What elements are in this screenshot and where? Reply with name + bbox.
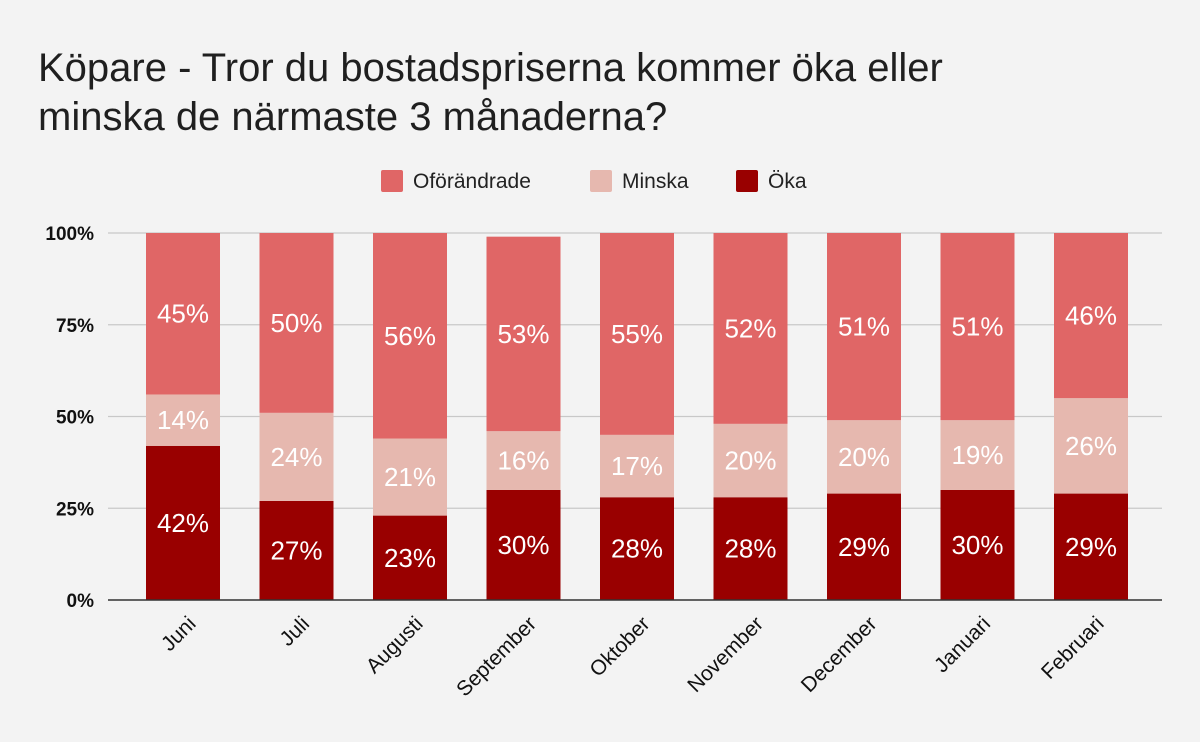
data-label: 50% [270, 308, 322, 338]
bar-segment [373, 515, 447, 600]
data-label: 21% [384, 462, 436, 492]
bar-segment [600, 233, 674, 435]
data-label: 20% [724, 446, 776, 476]
bar-segment [940, 489, 1015, 600]
legend-swatch [590, 170, 612, 192]
data-label: 46% [1065, 301, 1117, 331]
data-label: 28% [611, 534, 663, 564]
data-label: 51% [951, 312, 1003, 342]
bar-segment [1054, 233, 1128, 399]
bar-segment [486, 236, 561, 432]
data-label: 28% [724, 534, 776, 564]
chart-title-line-1: Köpare - Tror du bostadspriserna kommer … [38, 46, 943, 90]
data-label: 52% [724, 313, 776, 343]
data-label: 27% [270, 535, 322, 565]
bar-segment [146, 394, 220, 446]
data-label: 26% [1065, 431, 1117, 461]
y-tick-label: 75% [56, 316, 94, 337]
bar-segment [713, 423, 788, 498]
bar-segment [600, 497, 674, 600]
y-tick-label: 0% [67, 591, 95, 612]
bar-segment [600, 434, 674, 498]
data-label: 30% [951, 530, 1003, 560]
data-label: 19% [951, 440, 1003, 470]
data-label: 17% [611, 451, 663, 481]
y-tick-label: 100% [45, 224, 94, 245]
bar-segment [713, 233, 788, 424]
legend-label: Oförändrade [413, 170, 531, 193]
x-tick-label: November [683, 612, 768, 697]
bar-segment [713, 497, 788, 600]
bar-segment [373, 438, 447, 516]
x-tick-label: Januari [930, 612, 995, 677]
bar-segment [940, 420, 1015, 490]
x-tick-label: Oktober [585, 612, 654, 681]
y-tick-label: 25% [56, 499, 94, 520]
x-tick-label: Februari [1037, 612, 1109, 684]
legend-label: Minska [622, 170, 689, 193]
bar-segment [146, 445, 220, 600]
y-tick-label: 50% [56, 408, 94, 429]
x-tick-label: Juni [157, 612, 201, 656]
bar-segment [486, 489, 561, 600]
data-label: 55% [611, 319, 663, 349]
chart-title: Köpare - Tror du bostadspriserna kommer … [38, 44, 1158, 142]
bar-segment [373, 233, 447, 439]
data-label: 45% [157, 299, 209, 329]
data-label: 14% [157, 405, 209, 435]
bar-segment [827, 233, 901, 421]
bar-segment [146, 233, 220, 395]
data-label: 51% [838, 312, 890, 342]
bar-segment [259, 233, 334, 413]
data-label: 29% [1065, 532, 1117, 562]
bar-segment [486, 431, 561, 490]
legend-label: Öka [768, 170, 807, 193]
bar-segment [259, 412, 334, 501]
data-label: 30% [497, 530, 549, 560]
x-tick-label: September [452, 612, 541, 701]
data-label: 53% [497, 319, 549, 349]
chart-title-line-2: minska de närmaste 3 månaderna? [38, 95, 668, 139]
data-label: 23% [384, 543, 436, 573]
data-label: 20% [838, 442, 890, 472]
data-label: 56% [384, 321, 436, 351]
x-tick-label: December [797, 612, 882, 697]
data-label: 24% [270, 442, 322, 472]
bar-segment [827, 493, 901, 600]
data-label: 16% [497, 446, 549, 476]
data-label: 42% [157, 508, 209, 538]
bar-segment [940, 233, 1015, 421]
bar-segment [1054, 398, 1128, 494]
data-label: 29% [838, 532, 890, 562]
x-tick-label: Augusti [362, 612, 428, 678]
bar-segment [259, 500, 334, 600]
bar-segment [1054, 493, 1128, 600]
x-tick-label: Juli [275, 612, 314, 651]
legend-swatch [736, 170, 758, 192]
legend-swatch [381, 170, 403, 192]
bar-segment [827, 420, 901, 494]
